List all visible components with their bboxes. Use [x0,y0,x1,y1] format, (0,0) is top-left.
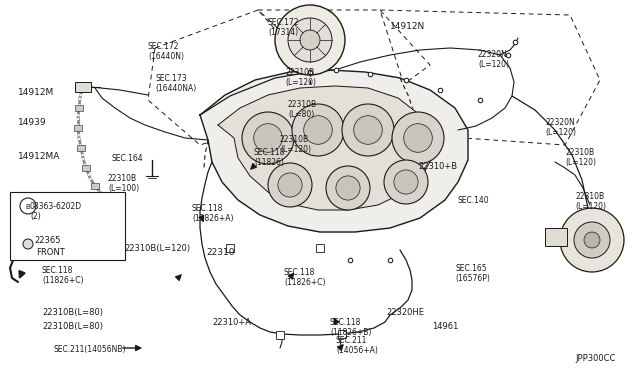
Text: 22310+A: 22310+A [212,318,251,327]
Text: 22365: 22365 [34,236,61,245]
Circle shape [292,104,344,156]
Text: 22310B: 22310B [565,148,594,157]
Text: 22320HE: 22320HE [386,308,424,317]
Text: B: B [26,204,30,210]
Text: (L=120): (L=120) [280,145,311,154]
Text: 22320N: 22320N [478,50,508,59]
Bar [78,85,86,91]
Circle shape [574,222,610,258]
Text: (16440NA): (16440NA) [155,84,196,93]
Text: 22310+B: 22310+B [418,162,457,171]
Circle shape [336,176,360,200]
Text: (11826+B): (11826+B) [330,328,371,337]
Text: SEC.211(14056NB): SEC.211(14056NB) [54,345,127,354]
Bar [77,145,85,151]
Circle shape [275,5,345,75]
Bar [75,82,91,92]
Circle shape [392,112,444,164]
Circle shape [342,104,394,156]
Polygon shape [200,70,468,232]
Bar [91,183,99,189]
Circle shape [584,232,600,248]
Circle shape [20,198,36,214]
Text: SEC.211: SEC.211 [336,336,367,345]
Bar [316,244,324,252]
Text: 22320N: 22320N [545,118,575,127]
Text: (L=100): (L=100) [108,184,139,193]
Circle shape [404,124,432,152]
Text: 08363-6202D: 08363-6202D [30,202,82,211]
Text: (L=120): (L=120) [285,78,316,87]
Text: (11826+A): (11826+A) [192,214,234,223]
Text: 14912MA: 14912MA [18,152,60,161]
Bar [75,105,83,111]
Circle shape [560,208,624,272]
Text: SEC.172: SEC.172 [268,18,300,27]
Text: SEC.140: SEC.140 [458,196,490,205]
Text: 14961: 14961 [432,322,458,331]
Text: SEC.164: SEC.164 [112,154,143,163]
Text: (L=120): (L=120) [575,202,606,211]
Circle shape [242,112,294,164]
Text: (L=120): (L=120) [545,128,576,137]
Circle shape [288,18,332,62]
Text: SEC.118: SEC.118 [42,266,74,275]
Circle shape [394,170,418,194]
Text: SEC.165: SEC.165 [455,264,486,273]
Bar [102,193,110,199]
Bar [276,331,284,339]
Text: 22310B: 22310B [280,135,309,144]
Text: (L=120): (L=120) [565,158,596,167]
Text: SEC.173: SEC.173 [155,74,187,83]
Bar [82,165,90,171]
Circle shape [384,160,428,204]
Text: (L=80): (L=80) [288,110,314,119]
Text: SEC.172: SEC.172 [148,42,179,51]
Text: SEC.118: SEC.118 [284,268,316,277]
Text: SEC.118: SEC.118 [254,148,285,157]
Text: (2): (2) [30,212,41,221]
Polygon shape [218,86,432,210]
Text: (14056+A): (14056+A) [336,346,378,355]
Text: (11826+C): (11826+C) [42,276,83,285]
Text: 14912N: 14912N [390,22,425,31]
Text: 22310B: 22310B [288,100,317,109]
Circle shape [354,116,382,144]
Circle shape [278,173,302,197]
Text: (11826+C): (11826+C) [284,278,326,287]
Text: 22310B: 22310B [575,192,604,201]
Text: 22310B: 22310B [108,174,137,183]
Circle shape [268,163,312,207]
Circle shape [304,116,332,144]
Text: 14939: 14939 [18,118,47,127]
Bar [338,330,346,338]
Text: (11826): (11826) [254,158,284,167]
Bar [10,192,125,260]
Text: 14912M: 14912M [18,88,54,97]
Text: FRONT: FRONT [36,248,65,257]
Text: (17314): (17314) [268,28,298,37]
Text: (L=120): (L=120) [478,60,509,69]
Circle shape [326,166,370,210]
Bar [226,244,234,252]
Text: (16440N): (16440N) [148,52,184,61]
Text: 22310B: 22310B [285,68,314,77]
Bar [545,228,567,246]
Circle shape [253,124,282,152]
Text: SEC.118: SEC.118 [330,318,362,327]
Text: SEC.118: SEC.118 [192,204,223,213]
Circle shape [23,239,33,249]
Text: 22310B(L=80): 22310B(L=80) [42,322,103,331]
Text: JPP300CC: JPP300CC [575,354,616,363]
Text: 22310B(L=120): 22310B(L=120) [124,244,190,253]
Bar [74,125,82,131]
Text: 22310B(L=80): 22310B(L=80) [42,308,103,317]
Text: (16576P): (16576P) [455,274,490,283]
Text: 22310: 22310 [206,248,234,257]
Circle shape [300,30,320,50]
